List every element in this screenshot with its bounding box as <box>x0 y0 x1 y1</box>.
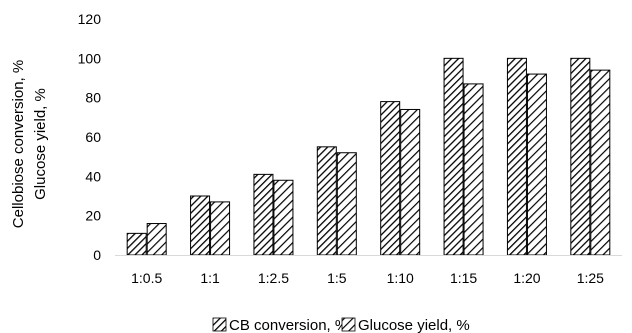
x-tick-label: 1:20 <box>513 270 540 286</box>
x-tick-label: 1:15 <box>450 270 477 286</box>
y-tick-label: 60 <box>85 129 101 145</box>
bar-glucose-yield <box>400 108 421 256</box>
bar-cb-conversion <box>506 57 527 256</box>
x-tick-label: 1:2.5 <box>258 270 289 286</box>
x-tick-label: 1:1 <box>200 270 220 286</box>
bar-cb-conversion <box>190 195 211 256</box>
bar-cb-conversion <box>380 101 401 256</box>
y-tick-label: 40 <box>85 168 101 184</box>
bar-glucose-yield <box>210 201 231 256</box>
bar-cb-conversion <box>126 232 147 256</box>
bar-cb-conversion <box>443 57 464 256</box>
y-axis-ticks: 0 20 40 60 80 100 120 <box>78 11 102 263</box>
bar-glucose-yield <box>590 69 611 256</box>
y-axis-label-line-2: Glucose yield, % <box>32 88 49 200</box>
bar-glucose-yield <box>336 152 357 256</box>
y-tick-label: 80 <box>85 90 101 106</box>
y-axis-label-line-1: Cellobiose conversion, % <box>10 60 27 228</box>
y-tick-label: 120 <box>78 11 102 27</box>
bar-cb-conversion <box>316 146 337 256</box>
legend-swatch-cb-conversion <box>212 317 227 332</box>
y-tick-label: 0 <box>93 247 101 263</box>
legend-label-glucose-yield: Glucose yield, % <box>358 317 470 333</box>
legend: CB conversion, % Glucose yield, % <box>212 317 470 333</box>
legend-label-cb-conversion: CB conversion, % <box>229 317 348 333</box>
y-tick-label: 20 <box>85 208 101 224</box>
y-axis-label: Cellobiose conversion, % Glucose yield, … <box>10 60 49 228</box>
bar-cb-conversion <box>253 173 274 256</box>
bar-glucose-yield <box>146 223 167 256</box>
x-axis-ticks: 1:0.5 1:1 1:2.5 1:5 1:10 1:15 1:20 1:25 <box>131 270 604 286</box>
bar-glucose-yield <box>526 73 547 256</box>
x-tick-label: 1:10 <box>387 270 414 286</box>
y-tick-label: 100 <box>78 50 102 66</box>
x-tick-label: 1:5 <box>327 270 347 286</box>
bar-glucose-yield <box>273 179 294 256</box>
x-tick-label: 1:25 <box>577 270 604 286</box>
legend-swatch-glucose-yield <box>341 317 356 332</box>
bar-glucose-yield <box>463 83 484 256</box>
bars <box>126 57 611 256</box>
bar-cb-conversion <box>570 57 591 256</box>
x-tick-label: 1:0.5 <box>131 270 162 286</box>
